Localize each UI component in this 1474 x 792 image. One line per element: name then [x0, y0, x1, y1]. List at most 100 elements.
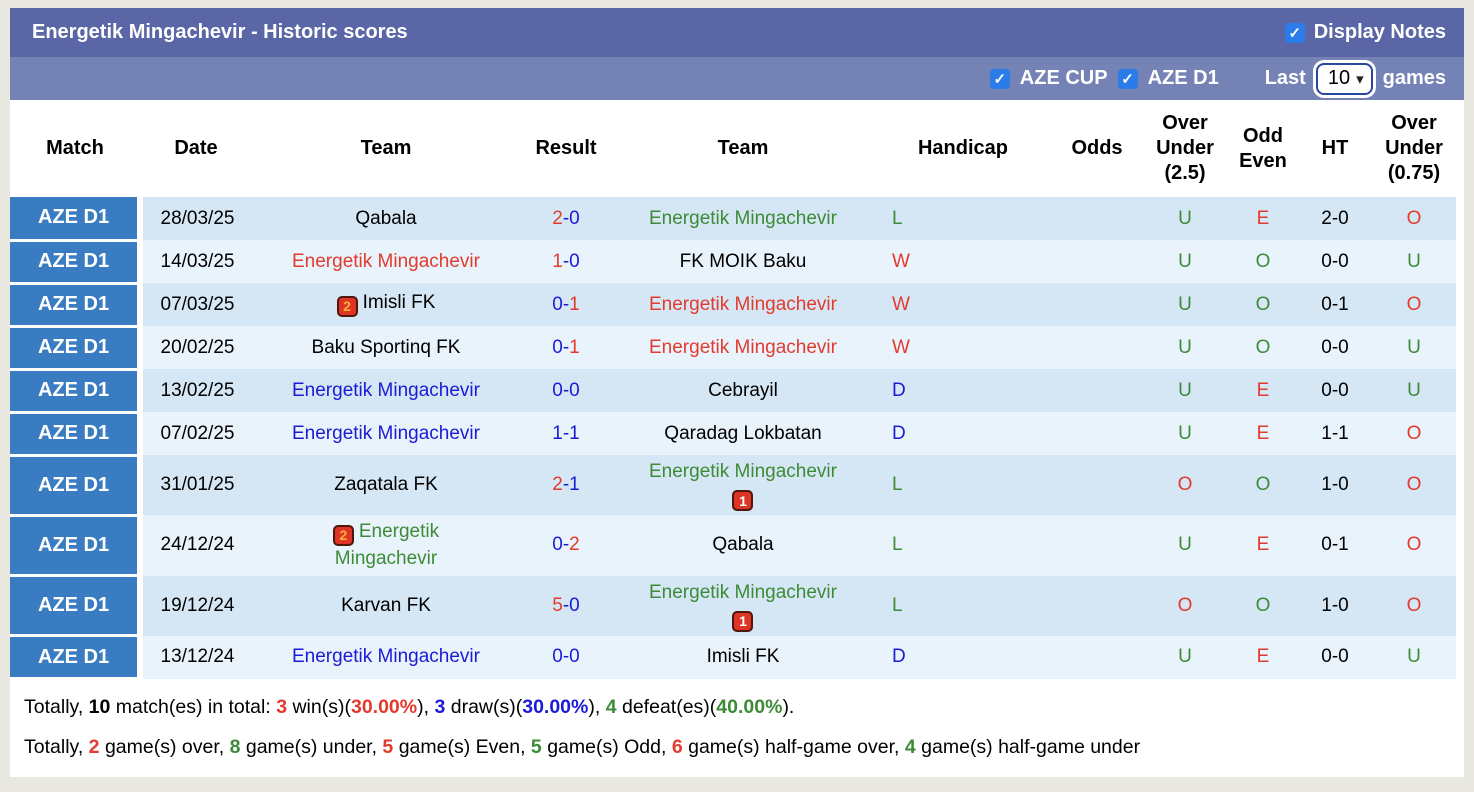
away-team-cell: Cebrayil	[612, 369, 874, 412]
red-card-badge-icon: 1	[732, 490, 754, 512]
col-header-handicap: Handicap	[874, 100, 1052, 197]
text-part: 3	[276, 696, 288, 719]
red-card-badge-icon: 2	[332, 525, 354, 547]
handicap-cell: D	[874, 635, 1052, 679]
handicap-cell: W	[874, 326, 1052, 369]
table-row: AZE D1 13/02/25 Energetik Mingachevir 0-…	[10, 369, 1456, 414]
home-team-cell: Energetik Mingachevir	[252, 240, 520, 283]
date-cell: 07/02/25	[140, 412, 252, 455]
ht-cell: 0-0	[1298, 635, 1372, 679]
odd-even-cell: E	[1228, 635, 1298, 679]
handicap-cell: W	[874, 283, 1052, 326]
historic-scores-panel: Energetik Mingachevir - Historic scores …	[10, 8, 1464, 778]
away-team-cell: Energetik Mingachevir	[612, 197, 874, 240]
over-under-25-cell: O	[1142, 455, 1228, 516]
text-part: 6	[671, 736, 683, 759]
ht-cell: 1-0	[1298, 455, 1372, 516]
text-part: 4	[605, 696, 617, 719]
away-team-cell: FK MOIK Baku	[612, 240, 874, 283]
odds-cell	[1052, 240, 1142, 283]
over-under-25-cell: U	[1142, 326, 1228, 369]
date-cell: 31/01/25	[140, 455, 252, 516]
aze-cup-checkbox[interactable]	[989, 68, 1010, 89]
text-part: ),	[417, 696, 435, 719]
home-team-cell: Zaqatala FK	[252, 455, 520, 516]
league-badge: AZE D1	[10, 635, 143, 681]
date-cell: 24/12/24	[140, 515, 252, 576]
result-cell: 1-1	[520, 412, 612, 455]
result-cell: 2-1	[520, 455, 612, 516]
over-under-075-cell: U	[1372, 369, 1456, 412]
home-team-cell: Qabala	[252, 197, 520, 240]
date-cell: 19/12/24	[140, 575, 252, 636]
col-header-match: Match	[10, 100, 140, 197]
col-header-result: Result	[520, 100, 612, 197]
table-row: AZE D1 24/12/24 2 Energetik Mingachevir 0…	[10, 515, 1456, 578]
table-row: AZE D1 20/02/25 Baku Sportinq FK 0-1 Ene…	[10, 326, 1456, 371]
away-team-cell: Qaradag Lokbatan	[612, 412, 874, 455]
over-under-25-cell: U	[1142, 635, 1228, 679]
text-part: draw(s)(	[445, 696, 523, 719]
chevron-down-icon	[1356, 67, 1364, 90]
col-header-odds: Odds	[1052, 100, 1142, 197]
text-part: 4	[904, 736, 916, 759]
away-team-cell: Qabala	[612, 515, 874, 576]
text-part: match(es) in total:	[110, 696, 277, 719]
table-row: AZE D1 31/01/25 Zaqatala FK 2-1 Energeti…	[10, 455, 1456, 517]
text-part: ).	[782, 696, 795, 719]
league-badge: AZE D1	[10, 283, 143, 328]
ht-cell: 2-0	[1298, 197, 1372, 240]
league-badge: AZE D1	[10, 575, 143, 638]
handicap-cell: D	[874, 369, 1052, 412]
text-part: Totally,	[24, 736, 89, 759]
odd-even-cell: O	[1228, 575, 1298, 636]
league-badge: AZE D1	[10, 412, 143, 457]
handicap-cell: L	[874, 197, 1052, 240]
away-team-cell: Energetik Mingachevir 1	[612, 455, 874, 516]
handicap-cell: L	[874, 455, 1052, 516]
league-badge: AZE D1	[10, 515, 143, 578]
odd-even-cell: E	[1228, 369, 1298, 412]
away-team-cell: Energetik Mingachevir 1	[612, 575, 874, 636]
display-notes-checkbox[interactable]	[1284, 22, 1305, 43]
aze-d1-checkbox[interactable]	[1117, 68, 1138, 89]
col-header-over-under-075: Over Under (0.75)	[1372, 100, 1456, 197]
date-cell: 20/02/25	[140, 326, 252, 369]
odd-even-cell: O	[1228, 240, 1298, 283]
result-cell: 0-0	[520, 635, 612, 679]
over-under-075-cell: U	[1372, 326, 1456, 369]
over-under-075-cell: O	[1372, 515, 1456, 576]
over-under-25-cell: U	[1142, 283, 1228, 326]
text-part: 5	[530, 736, 542, 759]
league-badge: AZE D1	[10, 197, 143, 242]
ht-cell: 1-0	[1298, 575, 1372, 636]
ht-cell: 0-0	[1298, 326, 1372, 369]
text-part: 3	[434, 696, 446, 719]
text-part: ),	[588, 696, 606, 719]
col-header-odd-even: Odd Even	[1228, 100, 1298, 197]
col-header-team1: Team	[252, 100, 520, 197]
over-under-25-cell: U	[1142, 369, 1228, 412]
date-cell: 14/03/25	[140, 240, 252, 283]
over-under-075-cell: O	[1372, 412, 1456, 455]
ht-cell: 0-1	[1298, 283, 1372, 326]
text-part: game(s) over,	[99, 736, 230, 759]
over-under-075-cell: O	[1372, 575, 1456, 636]
result-cell: 0-2	[520, 515, 612, 576]
result-cell: 5-0	[520, 575, 612, 636]
col-header-ht: HT	[1298, 100, 1372, 197]
over-under-25-cell: U	[1142, 515, 1228, 576]
league-badge: AZE D1	[10, 369, 143, 414]
aze-d1-label: AZE D1	[1147, 67, 1219, 89]
display-notes-label: Display Notes	[1313, 21, 1446, 43]
odd-even-cell: O	[1228, 283, 1298, 326]
col-header-date: Date	[140, 100, 252, 197]
home-team-cell: Energetik Mingachevir	[252, 635, 520, 679]
text-part: game(s) Odd,	[541, 736, 672, 759]
over-under-25-cell: O	[1142, 575, 1228, 636]
red-card-badge-icon: 2	[336, 295, 358, 317]
summary-footer: Totally, 10 match(es) in total: 3 win(s)…	[10, 680, 1464, 778]
date-cell: 13/02/25	[140, 369, 252, 412]
last-games-select[interactable]: 10	[1315, 62, 1373, 95]
result-cell: 0-0	[520, 369, 612, 412]
